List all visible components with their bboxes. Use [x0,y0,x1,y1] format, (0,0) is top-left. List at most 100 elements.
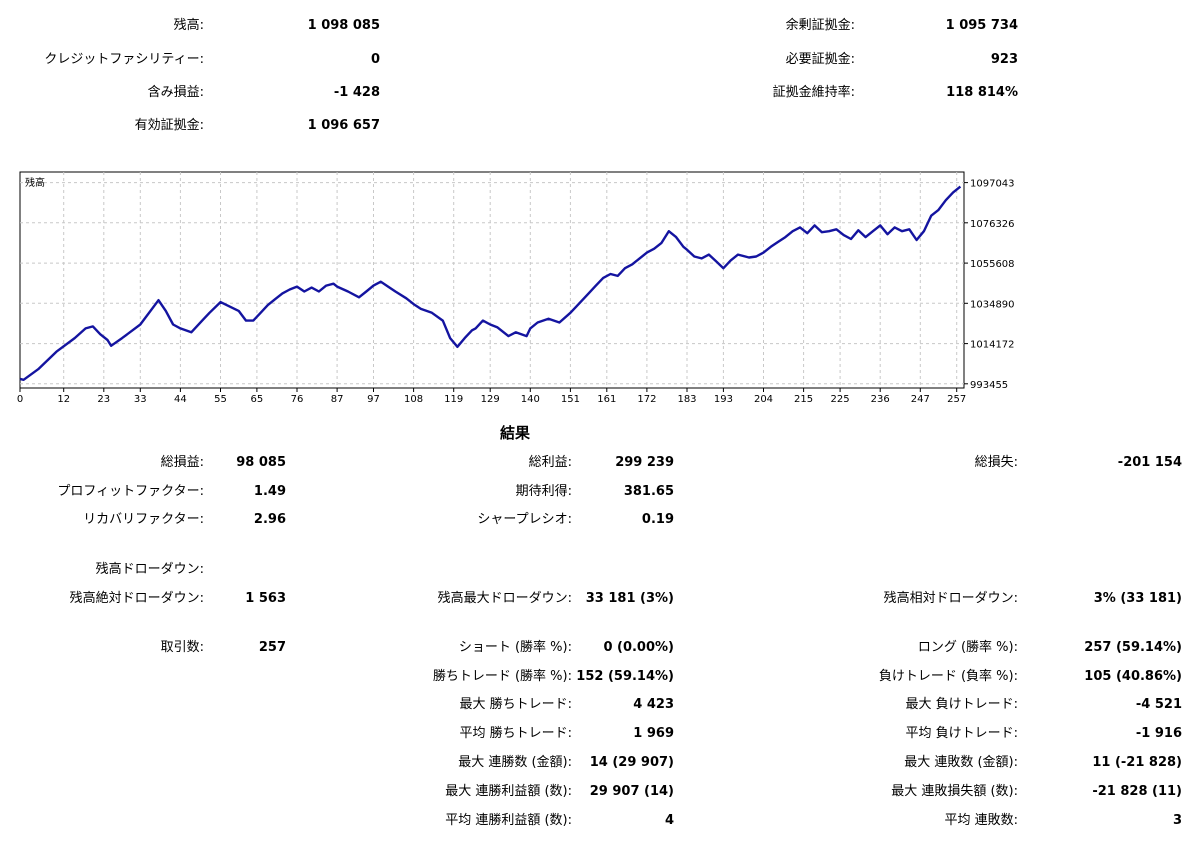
max-consecutive-profit-value: 29 907 (14) [589,784,674,799]
max-consecutive-losses-value: 11 (-21 828) [1092,755,1182,770]
relative-drawdown-value: 3% (33 181) [1093,591,1182,606]
profit-trades-value: 152 (59.14%) [576,669,674,684]
y-tick-label: 1034890 [970,299,1015,310]
y-tick-label: 1076326 [970,219,1015,230]
average-profit-trade-label: 平均 勝ちトレード: [459,726,572,741]
average-profit-trade-value: 1 969 [633,726,674,741]
expected-payoff-label: 期待利得: [515,484,572,499]
max-consecutive-loss-value: -21 828 (11) [1092,784,1182,799]
margin-level-value: 118 814% [946,85,1018,100]
gross-loss-value: -201 154 [1117,455,1182,470]
gross-profit-label: 総利益: [528,455,572,470]
x-tick-label: 65 [251,394,264,405]
chart-grid [20,172,964,388]
x-tick-label: 76 [291,394,304,405]
x-tick-label: 236 [871,394,890,405]
profit-factor-label: プロフィットファクター: [57,484,204,499]
absolute-drawdown-label: 残高絶対ドローダウン: [69,591,204,606]
x-tick-label: 257 [947,394,966,405]
free-margin-label: 余剰証拠金: [785,18,855,33]
total-trades-value: 257 [258,640,286,655]
x-tick-label: 33 [134,394,147,405]
x-tick-label: 247 [911,394,930,405]
x-tick-label: 44 [174,394,187,405]
short-trades-value: 0 (0.00%) [603,640,674,655]
recovery-factor-value: 2.96 [253,512,286,527]
short-trades-label: ショート (勝率 %): [458,640,572,655]
long-trades-label: ロング (勝率 %): [917,640,1018,655]
maximal-drawdown-value: 33 181 (3%) [585,591,674,606]
loss-trades-label: 負けトレード (負率 %): [878,669,1018,684]
balance-drawdown-label: 残高ドローダウン: [95,562,204,577]
maximal-drawdown-label: 残高最大ドローダウン: [437,591,572,606]
y-tick-label: 1014172 [970,340,1015,351]
largest-loss-trade-value: -4 521 [1135,697,1182,712]
x-tick-label: 225 [831,394,850,405]
profit-trades-label: 勝ちトレード (勝率 %): [432,669,572,684]
chart-title: 残高 [25,176,45,189]
average-loss-trade-label: 平均 負けトレード: [905,726,1018,741]
x-tick-label: 140 [521,394,540,405]
x-tick-label: 129 [481,394,500,405]
floating-pl-label: 含み損益: [147,85,204,100]
x-tick-label: 55 [214,394,227,405]
x-tick-label: 12 [57,394,70,405]
equity-value: 1 096 657 [307,118,380,133]
sharpe-ratio-label: シャープレシオ: [477,512,572,527]
x-tick-label: 151 [561,394,580,405]
equity-label: 有効証拠金: [134,118,204,133]
long-trades-value: 257 (59.14%) [1084,640,1182,655]
sharpe-ratio-value: 0.19 [641,512,674,527]
largest-profit-trade-label: 最大 勝ちトレード: [459,697,572,712]
free-margin-value: 1 095 734 [945,18,1018,33]
y-tick-label: 1055608 [970,259,1015,270]
gross-profit-value: 299 239 [615,455,674,470]
x-tick-label: 172 [637,394,656,405]
average-consecutive-losses-value: 3 [1172,813,1182,828]
max-consecutive-loss-label: 最大 連敗損失額 (数): [891,784,1018,799]
balance-label: 残高: [173,18,204,33]
floating-pl-value: -1 428 [333,85,380,100]
x-tick-label: 215 [794,394,813,405]
gross-loss-label: 総損失: [974,455,1018,470]
x-tick-label: 204 [754,394,773,405]
recovery-factor-label: リカバリファクター: [83,512,204,527]
credit-label: クレジットファシリティー: [44,52,204,67]
net-profit-value: 98 085 [236,455,286,470]
x-tick-label: 108 [404,394,423,405]
max-consecutive-wins-label: 最大 連勝数 (金額): [458,755,572,770]
y-tick-label: 1097043 [970,179,1015,190]
average-consecutive-wins-label: 平均 連勝利益額 (数): [445,813,572,828]
balance-value: 1 098 085 [307,18,380,33]
average-consecutive-losses-label: 平均 連敗数: [944,813,1018,828]
absolute-drawdown-value: 1 563 [245,591,286,606]
max-consecutive-wins-value: 14 (29 907) [589,755,674,770]
largest-loss-trade-label: 最大 負けトレード: [905,697,1018,712]
loss-trades-value: 105 (40.86%) [1084,669,1182,684]
max-consecutive-profit-label: 最大 連勝利益額 (数): [445,784,572,799]
x-tick-label: 23 [97,394,110,405]
x-tick-label: 119 [444,394,463,405]
balance-chart: 残高 0 12 23 33 44 55 65 76 87 97 108 119 129 140 151 161… [17,171,1015,405]
chart-ticks: 0 12 23 33 44 55 65 76 87 97 108 119 129 140 151 161 172… [17,179,1015,405]
balance-series-line [19,185,962,381]
margin-value: 923 [990,52,1018,67]
profit-factor-value: 1.49 [253,484,286,499]
results-title: 結果 [499,424,530,442]
margin-label: 必要証拠金: [785,52,855,67]
largest-profit-trade-value: 4 423 [633,697,674,712]
credit-value: 0 [370,52,380,67]
chart-plot-area [19,171,965,389]
average-loss-trade-value: -1 916 [1135,726,1182,741]
y-tick-label: 993455 [970,380,1008,391]
margin-level-label: 証拠金維持率: [772,85,855,100]
net-profit-label: 総損益: [160,455,204,470]
x-tick-label: 193 [714,394,733,405]
x-tick-label: 183 [677,394,696,405]
max-consecutive-losses-label: 最大 連敗数 (金額): [904,755,1018,770]
expected-payoff-value: 381.65 [623,484,674,499]
x-tick-label: 97 [367,394,380,405]
average-consecutive-wins-value: 4 [664,813,674,828]
relative-drawdown-label: 残高相対ドローダウン: [883,591,1018,606]
x-tick-label: 0 [17,394,23,405]
